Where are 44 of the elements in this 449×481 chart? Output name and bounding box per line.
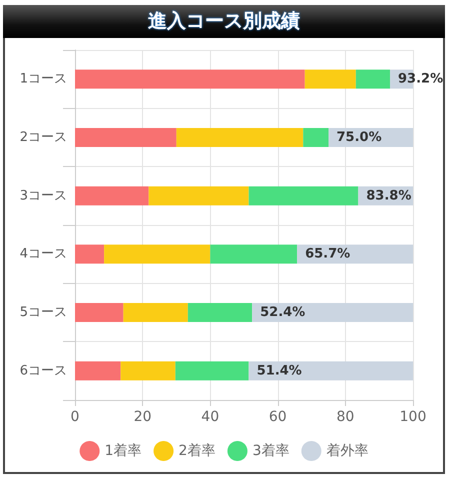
bar [248,361,413,380]
legend-label: 3着率 [252,443,290,459]
bar [188,303,252,322]
x-tick-label: 0 [70,409,80,425]
y-tick-label: 1コース [20,72,67,87]
bar [75,186,149,206]
bar [210,244,298,264]
annotation: 93.2% [398,72,444,87]
annotation: 51.4% [256,363,302,378]
y-tick-label: 4コース [20,246,67,262]
bar [175,361,249,380]
x-tick-label: 60 [268,409,287,425]
chart-title: 進入コース別成績 [3,5,445,38]
bar [75,303,124,322]
bar [75,244,104,264]
bar [176,128,304,147]
x-tick-label: 80 [336,409,354,425]
x-tick-label: 20 [134,409,152,425]
bar [75,361,121,380]
bar [248,186,358,206]
bar [104,244,210,264]
annotation: 65.7% [305,246,350,262]
y-tick-label: 5コース [20,305,67,320]
bar [120,361,176,380]
bar [252,303,413,322]
x-tick-label: 40 [201,409,220,425]
bar [303,128,328,147]
legend-label: 着外率 [326,443,368,459]
bar [304,70,356,89]
bar [297,244,413,264]
y-tick-label: 6コース [20,363,67,378]
bar [356,70,390,89]
bar [75,128,176,147]
y-tick-label: 3コース [20,188,67,204]
bar [148,186,249,206]
annotation: 83.8% [366,188,412,204]
x-tick-label: 100 [400,409,426,425]
annotation: 52.4% [260,305,306,320]
legend-label: 1着率 [104,443,142,459]
legend-label: 2着率 [178,443,216,459]
annotation: 75.0% [336,130,382,145]
bar [75,70,305,89]
y-tick-label: 2コース [20,130,67,145]
bar [123,303,188,322]
